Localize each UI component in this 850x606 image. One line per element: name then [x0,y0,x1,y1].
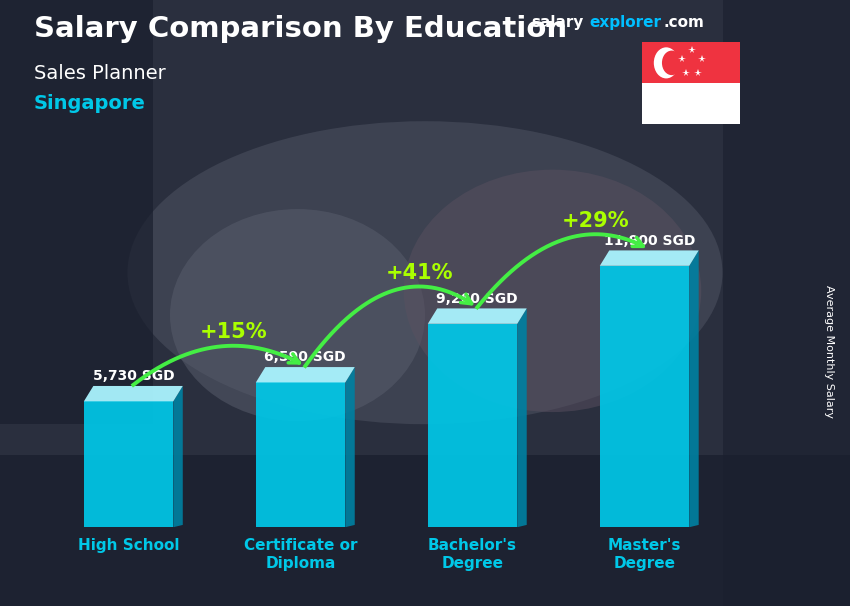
Polygon shape [256,382,345,527]
Text: 6,590 SGD: 6,590 SGD [264,350,346,364]
Text: 5,730 SGD: 5,730 SGD [93,369,174,384]
Bar [642,42,740,83]
Polygon shape [428,324,518,527]
Text: 11,900 SGD: 11,900 SGD [604,234,695,248]
Polygon shape [689,250,699,527]
Bar [0,0,153,424]
Text: Singapore: Singapore [34,94,146,113]
Text: +15%: +15% [200,322,268,342]
Text: +41%: +41% [386,263,453,283]
Circle shape [654,47,678,78]
Text: Salary Comparison By Education: Salary Comparison By Education [34,15,567,43]
Bar [642,83,740,124]
Circle shape [662,51,682,75]
Polygon shape [256,367,354,382]
Bar [722,0,850,606]
Polygon shape [173,386,183,527]
Polygon shape [345,367,354,527]
Polygon shape [84,386,183,401]
Polygon shape [518,308,527,527]
Ellipse shape [170,209,425,421]
Text: explorer: explorer [589,15,661,30]
Polygon shape [84,401,173,527]
Text: Average Monthly Salary: Average Monthly Salary [824,285,834,418]
Polygon shape [600,266,689,527]
Polygon shape [600,250,699,266]
Text: Sales Planner: Sales Planner [34,64,166,82]
Text: +29%: +29% [562,211,630,231]
Bar [0,454,850,606]
Polygon shape [428,308,527,324]
Ellipse shape [128,121,722,424]
Text: .com: .com [664,15,705,30]
Text: salary: salary [531,15,584,30]
Text: 9,260 SGD: 9,260 SGD [436,291,518,306]
Ellipse shape [404,170,701,412]
